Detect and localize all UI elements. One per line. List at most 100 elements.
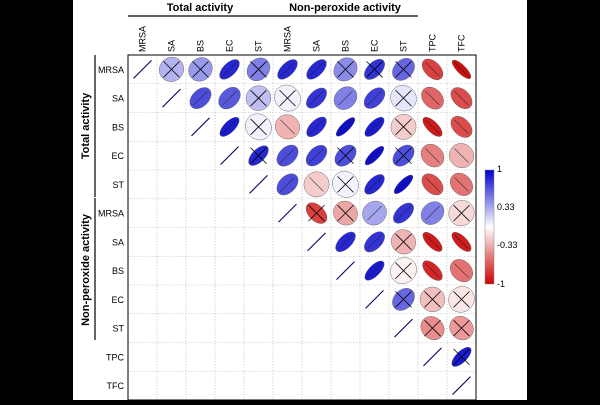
diagonal-line-1	[162, 88, 181, 108]
ellipse-axis-1-8	[367, 90, 382, 106]
cell-4-4	[249, 174, 268, 194]
ellipse-axis-2-11	[454, 119, 469, 135]
nonsignificant-cross-b-0-2	[192, 61, 209, 78]
column-label-6-sa: SA	[312, 40, 322, 52]
ellipse-axis-7-10	[425, 263, 440, 278]
cell-0-3	[219, 59, 240, 80]
ellipse-axis-2-6	[309, 119, 324, 135]
diagonal-line-9	[394, 318, 413, 338]
row-label-10-tpc: TPC	[106, 352, 125, 362]
ellipse-axis-5-9	[396, 205, 411, 221]
nonsignificant-cross-b-3-9	[395, 147, 412, 164]
nonsignificant-cross-b-9-10	[424, 319, 441, 337]
cell-3-11	[449, 143, 474, 169]
cell-9-10	[420, 316, 445, 340]
ellipse-axis-1-6	[309, 90, 324, 106]
nonsignificant-cross-b-0-9	[395, 61, 412, 78]
nonsignificant-cross-b-1-4	[250, 89, 267, 107]
cell-0-8	[364, 59, 385, 80]
cell-0-1	[159, 56, 184, 82]
ellipse-axis-4-11	[454, 177, 469, 192]
cell-3-5	[276, 144, 299, 167]
nonsignificant-cross-b-0-8	[366, 61, 383, 78]
cell-4-11	[450, 172, 473, 196]
colorbar-tick-1: 1	[497, 164, 502, 174]
top-group-label-total-activity: Total activity	[167, 2, 234, 14]
row-label-0-mrsa: MRSA	[98, 65, 124, 75]
ellipse-axis-5-10	[425, 205, 440, 221]
ellipse-axis-0-5	[280, 62, 295, 77]
ellipse-axis-6-7	[338, 234, 353, 250]
column-label-8-ec: EC	[370, 39, 380, 52]
nonsignificant-cross-b-8-11	[453, 291, 470, 308]
nonsignificant-cross-b-8-10	[424, 291, 441, 308]
ellipse-axis-1-7	[338, 90, 353, 106]
ellipse-axis-7-8	[367, 263, 382, 278]
cell-4-5	[276, 173, 299, 196]
row-labels: MRSA SA BS EC ST MRSA SA BS EC ST TPC TFC	[98, 65, 125, 391]
nonsignificant-cross-b-2-9	[395, 118, 412, 136]
cell-0-4	[246, 57, 271, 82]
ellipse-axis-1-10	[425, 90, 440, 106]
cell-6-7	[335, 231, 356, 252]
cell-2-7	[335, 117, 356, 137]
nonsignificant-cross-b-5-7	[337, 204, 354, 222]
cell-5-5	[278, 203, 297, 223]
cell-2-9	[390, 114, 417, 140]
cell-1-7	[333, 86, 358, 110]
colorbar: 1 0.33 -0.33 -1	[484, 164, 518, 289]
cell-7-7	[336, 261, 355, 281]
cell-8-10	[419, 286, 446, 312]
cell-1-11	[450, 87, 473, 109]
cell-5-11	[448, 200, 475, 227]
ellipse-axis-2-7	[338, 119, 353, 135]
grid-lines	[128, 55, 476, 400]
cell-2-10	[422, 117, 443, 137]
diagonal-line-8	[365, 289, 384, 309]
correlation-cells	[133, 56, 475, 396]
cell-1-9	[390, 84, 417, 112]
cell-11-11	[452, 376, 471, 396]
cell-0-0	[133, 59, 152, 79]
cell-0-2	[188, 57, 213, 82]
column-label-9-st: ST	[399, 40, 409, 52]
cell-3-8	[364, 146, 385, 166]
cell-10-10	[423, 347, 442, 367]
colorbar-gradient	[484, 169, 495, 285]
diagonal-line-3	[220, 146, 239, 166]
cell-0-10	[421, 58, 444, 80]
column-label-2-bs: BS	[196, 40, 206, 52]
cell-10-11	[451, 347, 472, 367]
cell-6-6	[307, 232, 326, 252]
cell-1-4	[245, 85, 272, 111]
column-label-1-sa: SA	[167, 40, 177, 52]
ellipse-axis-3-5	[280, 148, 295, 163]
ellipse-axis-4-5	[280, 177, 295, 192]
cell-9-9	[394, 318, 413, 338]
ellipse-axis-4-6	[309, 177, 324, 192]
cell-7-8	[364, 260, 385, 281]
cell-6-10	[422, 232, 443, 252]
cell-3-6	[305, 145, 328, 167]
diagonal-line-11	[452, 376, 471, 396]
nonsignificant-cross-b-3-7	[337, 147, 354, 164]
ellipse-axis-7-11	[454, 263, 469, 278]
diagonal-line-4	[249, 174, 268, 194]
cell-1-2	[189, 87, 212, 109]
cell-5-7	[333, 200, 358, 226]
figure-background	[73, 0, 527, 400]
cell-1-1	[162, 88, 181, 108]
nonsignificant-cross-b-4-7	[337, 176, 354, 193]
ellipse-axis-1-3	[222, 90, 237, 106]
ellipse-axis-6-11	[454, 234, 469, 250]
row-label-2-bs: BS	[112, 122, 124, 132]
nonsignificant-cross-b-2-4	[250, 118, 267, 136]
ellipse-axis-1-2	[193, 90, 208, 106]
diagonal-line-10	[423, 347, 442, 367]
row-label-3-ec: EC	[111, 151, 124, 161]
cell-5-10	[420, 201, 445, 225]
column-label-0-mrsa: MRSA	[138, 26, 148, 52]
cell-7-11	[450, 259, 473, 283]
ellipse-axis-3-10	[425, 148, 440, 163]
